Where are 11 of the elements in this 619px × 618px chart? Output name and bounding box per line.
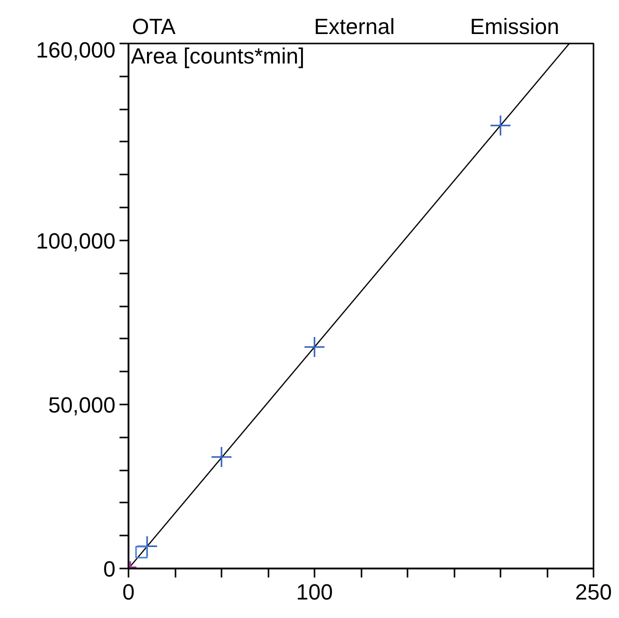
y-tick-label: 100,000 (36, 228, 116, 254)
x-tick-label: 250 (575, 580, 612, 604)
y-tick-label: 160,000 (36, 38, 116, 62)
text: Emission (470, 14, 560, 39)
y-axis-title: Area [counts*min] (130, 44, 304, 68)
text: External (314, 14, 395, 39)
y-tick-label: 50,000 (48, 392, 116, 418)
chart-title: OTA (132, 14, 176, 39)
x-tick-label: 100 (296, 580, 333, 604)
x-tick-label: 0 (122, 580, 135, 604)
y-tick-label: 0 (103, 556, 116, 582)
